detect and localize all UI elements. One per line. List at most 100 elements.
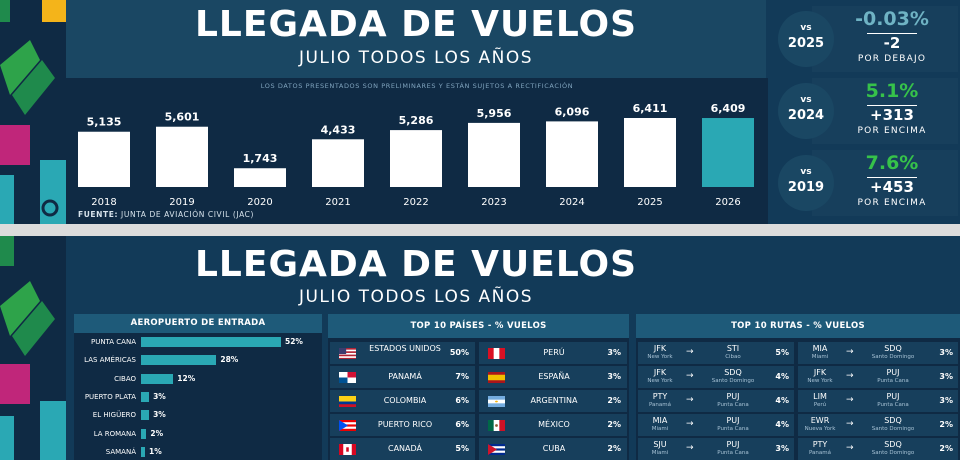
title-box: LLEGADA DE VUELOS JULIO TODOS LOS AÑOS bbox=[66, 236, 766, 314]
tick-label-2022: 2022 bbox=[403, 197, 428, 208]
airport-pct: 3% bbox=[153, 392, 166, 401]
airport-bar bbox=[141, 355, 217, 365]
country-row: PUERTO RICO 6% bbox=[330, 414, 475, 436]
comparison-box: 5.1% +313 POR ENCIMA bbox=[812, 78, 958, 144]
country-pct: 5% bbox=[455, 444, 469, 453]
route-pct: 4% bbox=[775, 420, 789, 429]
country-name: CANADÁ bbox=[387, 444, 422, 453]
airport-name: LA ROMANA bbox=[93, 430, 136, 438]
country-pct: 6% bbox=[455, 396, 469, 405]
country-pct: 50% bbox=[449, 348, 469, 357]
route-origin-code: JFK bbox=[653, 344, 667, 353]
bar-2024 bbox=[546, 121, 598, 187]
route-pct: 2% bbox=[939, 420, 953, 429]
route-arrow-icon: → bbox=[846, 419, 854, 429]
comparison-label: POR ENCIMA bbox=[857, 198, 927, 208]
airport-row: PUERTO PLATA 3% bbox=[74, 389, 322, 405]
routes-header: TOP 10 RUTAS - % VUELOS bbox=[636, 314, 960, 338]
route-dest-city: Punta Cana bbox=[717, 402, 749, 408]
country-pct: 2% bbox=[607, 420, 621, 429]
route-origin-code: JFK bbox=[813, 368, 827, 377]
comparison-vs: vs bbox=[800, 23, 812, 33]
route-arrow-icon: → bbox=[846, 443, 854, 453]
decorative-pattern bbox=[0, 0, 66, 224]
country-name: ESTADOS UNIDOS bbox=[369, 344, 441, 353]
airport-bar bbox=[141, 392, 150, 402]
route-origin-code: JFK bbox=[653, 368, 667, 377]
bar-2026 bbox=[702, 118, 754, 187]
page-subtitle: JULIO TODOS LOS AÑOS bbox=[298, 287, 534, 307]
route-origin-code: MIA bbox=[812, 344, 828, 353]
value-label-2021: 4,433 bbox=[321, 123, 356, 136]
route-dest-city: Santo Domingo bbox=[871, 426, 915, 432]
decorative-pattern bbox=[0, 236, 66, 460]
route-dest-code: SDQ bbox=[724, 368, 742, 377]
country-pct: 3% bbox=[607, 348, 621, 357]
airport-pct: 12% bbox=[177, 374, 196, 383]
bar-2018 bbox=[78, 131, 130, 187]
canada-flag-icon bbox=[339, 444, 356, 455]
country-name: PERÚ bbox=[543, 348, 565, 357]
route-row: MIA Miami → SDQ Santo Domingo 3% bbox=[798, 342, 958, 364]
mexico-flag-icon bbox=[488, 420, 505, 431]
airport-name: LAS AMÉRICAS bbox=[84, 356, 136, 364]
route-origin-city: Panamá bbox=[648, 402, 672, 408]
route-origin-code: PTY bbox=[652, 392, 668, 401]
argentina-flag-icon bbox=[488, 396, 505, 407]
tick-label-2019: 2019 bbox=[169, 197, 194, 208]
comparison-box: -0.03% -2 POR DEBAJO bbox=[812, 6, 958, 72]
route-dest-code: SDQ bbox=[884, 440, 902, 449]
country-pct: 2% bbox=[607, 444, 621, 453]
country-name: MÉXICO bbox=[538, 420, 570, 429]
route-origin-code: MIA bbox=[652, 416, 668, 425]
comparison-diff: -2 bbox=[883, 34, 901, 52]
bar-2023 bbox=[468, 122, 520, 187]
countries-table: TOP 10 PAÍSES - % VUELOS ESTADOS UNIDOS … bbox=[328, 314, 629, 460]
route-origin-city: Miami bbox=[811, 354, 829, 360]
comparison-year-badge: vs 2025 bbox=[778, 11, 834, 67]
route-row: JFK New York → STI Cibao 5% bbox=[638, 342, 794, 364]
peru-flag-icon bbox=[488, 348, 505, 359]
route-dest-city: Punta Cana bbox=[877, 402, 909, 408]
country-name: ESPAÑA bbox=[538, 372, 570, 381]
route-origin-code: LIM bbox=[813, 392, 827, 401]
comparison-label: POR DEBAJO bbox=[857, 54, 927, 64]
route-row: EWR Nueva York → SDQ Santo Domingo 2% bbox=[798, 414, 958, 436]
comparison-year: 2024 bbox=[787, 108, 825, 123]
airport-row: CIBAO 12% bbox=[74, 371, 322, 387]
spain-flag-icon bbox=[488, 372, 505, 383]
chart-area: LOS DATOS PRESENTADOS SON PRELIMINARES Y… bbox=[66, 78, 768, 224]
tick-label-2025: 2025 bbox=[637, 197, 662, 208]
tick-label-2024: 2024 bbox=[559, 197, 584, 208]
cuba-flag-icon bbox=[488, 444, 505, 455]
comparison-year: 2025 bbox=[787, 36, 825, 51]
country-row: ARGENTINA 2% bbox=[479, 390, 627, 412]
route-dest-code: PUJ bbox=[886, 368, 900, 377]
route-dest-code: PUJ bbox=[726, 416, 740, 425]
comparison-label: POR ENCIMA bbox=[857, 126, 927, 136]
route-origin-city: Miami bbox=[651, 426, 669, 432]
route-dest-city: Cibao bbox=[725, 354, 741, 360]
route-dest-code: PUJ bbox=[886, 392, 900, 401]
route-dest-code: SDQ bbox=[884, 416, 902, 425]
route-origin-city: New York bbox=[647, 378, 673, 384]
page-title: LLEGADA DE VUELOS bbox=[194, 244, 638, 285]
route-arrow-icon: → bbox=[686, 395, 694, 405]
airport-bar bbox=[141, 429, 147, 439]
route-origin-code: SJU bbox=[653, 440, 667, 449]
airport-row: PUNTA CANA 52% bbox=[74, 334, 322, 350]
comparison-diff: +313 bbox=[870, 106, 914, 124]
airport-name: SAMANÁ bbox=[105, 448, 136, 456]
comparison-divider bbox=[867, 177, 917, 178]
preliminary-note: LOS DATOS PRESENTADOS SON PRELIMINARES Y… bbox=[260, 82, 574, 90]
decorative-shapes-icon bbox=[0, 0, 66, 224]
route-origin-city: Perú bbox=[813, 402, 827, 408]
airport-pct: 1% bbox=[149, 447, 162, 456]
colombia-flag-icon bbox=[339, 396, 356, 407]
airport-row: LAS AMÉRICAS 28% bbox=[74, 352, 322, 368]
route-row: PTY Panamá → PUJ Punta Cana 4% bbox=[638, 390, 794, 412]
country-row: PERÚ 3% bbox=[479, 342, 627, 364]
comparison-divider bbox=[867, 105, 917, 106]
route-arrow-icon: → bbox=[686, 419, 694, 429]
country-name: PANAMÁ bbox=[388, 372, 422, 381]
